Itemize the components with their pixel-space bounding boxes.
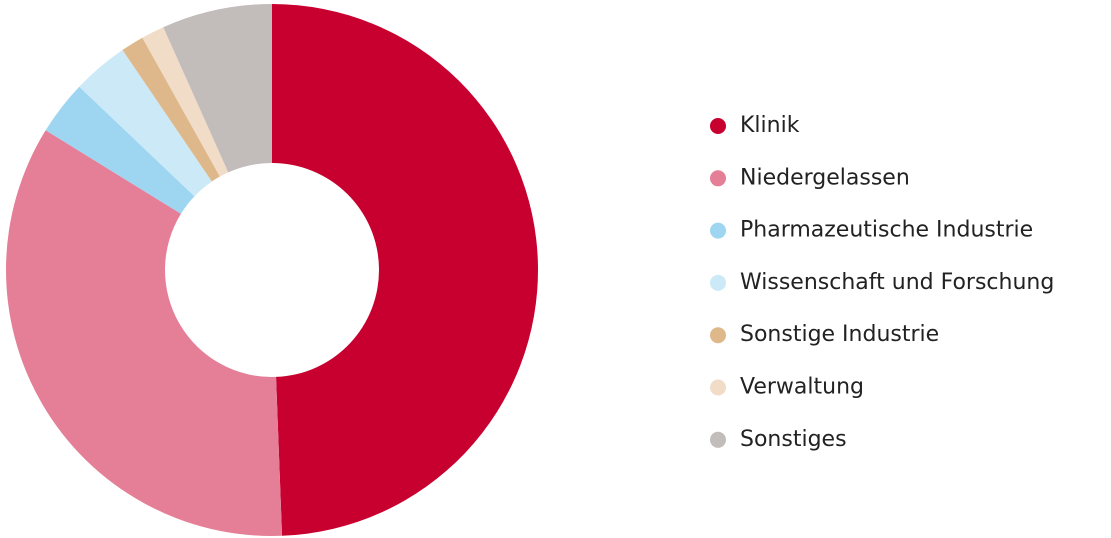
legend-marker xyxy=(710,327,726,344)
donut-slice xyxy=(163,4,272,173)
legend-marker xyxy=(710,118,726,134)
legend-marker xyxy=(710,431,726,448)
donut-slice xyxy=(6,130,283,537)
donut-slice xyxy=(142,27,229,177)
donut-slice xyxy=(272,4,539,536)
legend-label: Sonstiges xyxy=(740,427,847,452)
legend-marker xyxy=(710,170,726,187)
donut-slice xyxy=(45,86,195,214)
legend-label: Verwaltung xyxy=(740,375,864,400)
legend-marker xyxy=(710,379,726,396)
legend-label: Wissenschaft und Forschung xyxy=(740,270,1054,295)
donut-slice xyxy=(122,37,220,182)
legend-marker xyxy=(710,274,726,291)
legend-label: Sonstige Industrie xyxy=(740,322,939,347)
legend-label: Niedergelassen xyxy=(740,165,910,190)
legend-label: Pharmazeutische Industrie xyxy=(740,218,1033,243)
donut-slice xyxy=(79,49,212,197)
legend-label: Klinik xyxy=(740,113,800,138)
legend-marker xyxy=(710,222,726,239)
